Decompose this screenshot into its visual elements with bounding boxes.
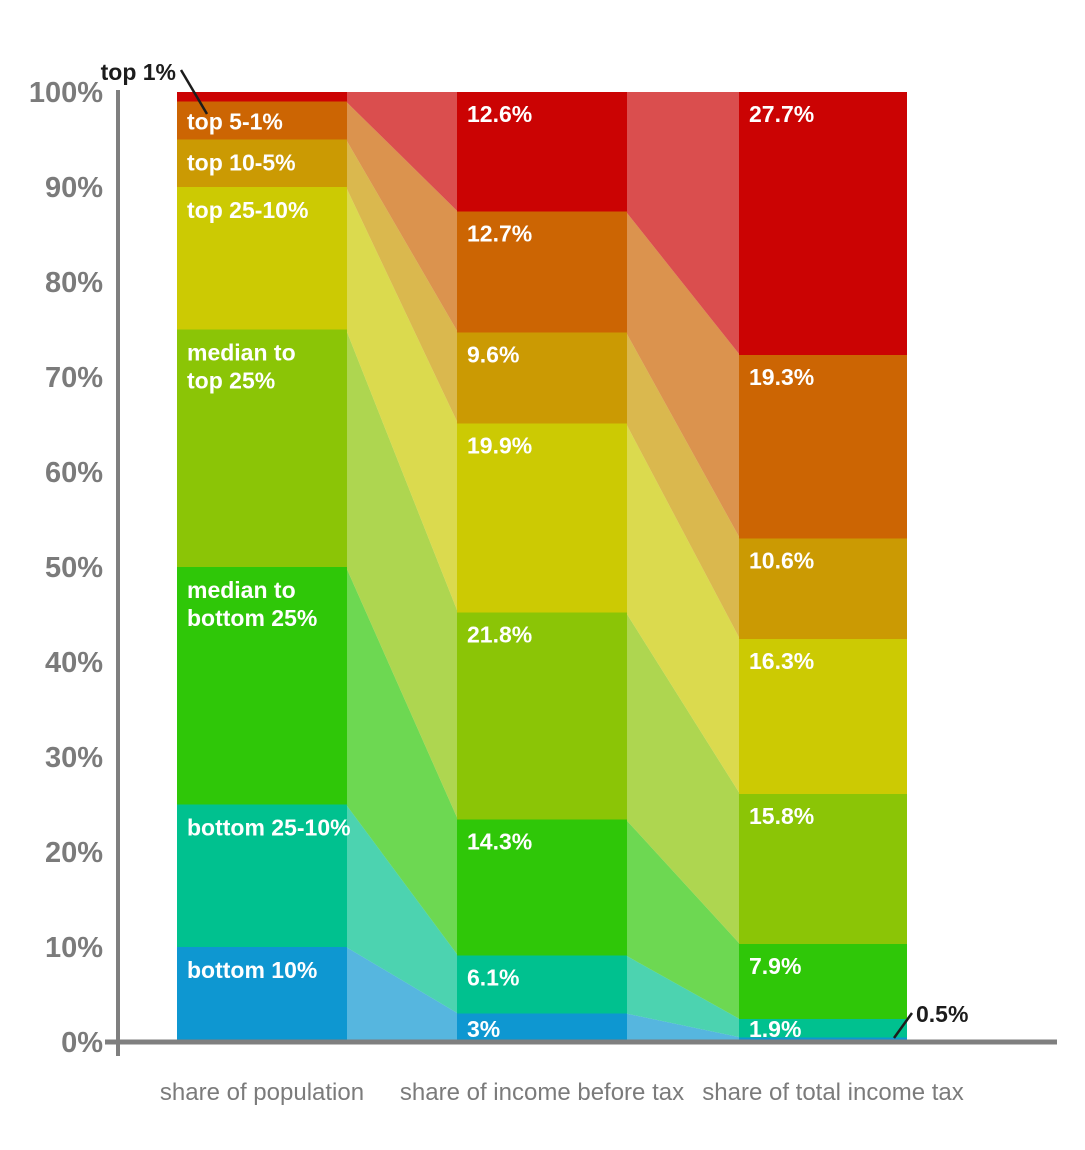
segment-top-5-1-col1: [177, 101, 347, 140]
y-tick-label-50: 50%: [45, 552, 103, 584]
segment-top-10-5-col1: [177, 139, 347, 187]
segment-top-1-col1: [177, 92, 347, 102]
segment-bottom-25-10-col3: [739, 1019, 907, 1038]
value-label-median-to-top-25-col2: 21.8%: [467, 622, 532, 648]
value-label-top-5-1-col2: 12.7%: [467, 221, 532, 247]
y-tick-label-30: 30%: [45, 742, 103, 774]
flow-band-median-to-bottom-25-1: [346, 567, 458, 956]
y-tick-label-90: 90%: [45, 172, 103, 204]
annotation-top-1-callout: top 1%: [101, 59, 176, 85]
value-label-top-10-5-col3: 10.6%: [749, 548, 814, 574]
segment-label-top-25-10-line1: top 25-10%: [187, 197, 308, 223]
value-label-top-1-col2: 12.6%: [467, 101, 532, 127]
segment-label-median-to-top-25-line2: top 25%: [187, 368, 275, 394]
flow-band-median-to-top-25-2: [626, 612, 740, 945]
x-category-label-share-of-income-before-tax: share of income before tax: [400, 1079, 684, 1106]
flow-band-top-10-5-1: [346, 139, 458, 424]
flow-band-top-25-10-1: [346, 187, 458, 613]
y-tick-label-20: 20%: [45, 837, 103, 869]
value-label-median-to-bottom-25-col3: 7.9%: [749, 953, 801, 979]
value-label-top-25-10-col2: 19.9%: [467, 433, 532, 459]
segment-top-25-10-col2: [457, 423, 627, 613]
segment-bottom-10-col1: [177, 947, 347, 1042]
value-label-top-25-10-col3: 16.3%: [749, 648, 814, 674]
segment-top-10-5-col3: [739, 538, 907, 640]
value-label-bottom-25-10-col3: 1.9%: [749, 1016, 801, 1042]
flow-band-bottom-25-10-2: [626, 955, 740, 1038]
x-category-label-share-of-total-income-tax: share of total income tax: [702, 1079, 963, 1106]
y-tick-label-10: 10%: [45, 932, 103, 964]
segment-label-median-to-top-25-line1: median to: [187, 340, 296, 366]
segment-median-to-bottom-25-col3: [739, 944, 907, 1020]
segment-top-25-10-col3: [739, 639, 907, 795]
segment-label-top-5-1-line1: top 5-1%: [187, 109, 283, 135]
annotation-bottom-05-callout: 0.5%: [916, 1001, 968, 1027]
annotation-line-top-1-callout: [179, 69, 209, 115]
y-tick-label-60: 60%: [45, 457, 103, 489]
segment-top-10-5-col2: [457, 332, 627, 424]
value-label-median-to-bottom-25-col2: 14.3%: [467, 829, 532, 855]
segment-top-5-1-col3: [739, 355, 907, 539]
y-tick-label-40: 40%: [45, 647, 103, 679]
y-tick-label-70: 70%: [45, 362, 103, 394]
segment-top-25-10-col1: [177, 187, 347, 330]
segment-median-to-top-25-col1: [177, 329, 347, 567]
value-label-top-10-5-col2: 9.6%: [467, 341, 519, 367]
flow-band-median-to-top-25-1: [346, 329, 458, 820]
value-label-bottom-10-col2: 3%: [467, 1016, 500, 1042]
segment-bottom-25-10-col1: [177, 804, 347, 947]
flow-band-top-5-1-2: [626, 211, 740, 539]
flow-band-bottom-10-2: [626, 1013, 740, 1042]
annotation-line-bottom-05-callout: [892, 1012, 914, 1039]
value-label-top-1-col3: 27.7%: [749, 101, 814, 127]
segment-label-median-to-bottom-25-line2: bottom 25%: [187, 605, 317, 631]
segment-top-1-col3: [739, 92, 907, 356]
segment-bottom-25-10-col2: [457, 955, 627, 1014]
flow-band-top-10-5-2: [626, 332, 740, 640]
flow-band-top-1-1: [346, 92, 458, 212]
y-tick-label-80: 80%: [45, 267, 103, 299]
segment-median-to-bottom-25-col2: [457, 819, 627, 956]
segment-label-bottom-25-10-line1: bottom 25-10%: [187, 815, 351, 841]
segment-median-to-bottom-25-col1: [177, 567, 347, 805]
segment-label-bottom-10-line1: bottom 10%: [187, 957, 317, 983]
flow-band-top-1-2: [626, 92, 740, 356]
y-tick-label-0: 0%: [61, 1027, 103, 1059]
flow-band-bottom-10-1: [346, 947, 458, 1042]
x-category-label-share-of-population: share of population: [160, 1079, 364, 1106]
value-label-median-to-top-25-col3: 15.8%: [749, 803, 814, 829]
flow-band-bottom-25-10-1: [346, 804, 458, 1014]
segment-top-1-col2: [457, 92, 627, 212]
segment-median-to-top-25-col3: [739, 794, 907, 945]
flow-band-top-25-10-2: [626, 423, 740, 795]
segment-bottom-10-col2: [457, 1013, 627, 1042]
segment-label-median-to-bottom-25-line1: median to: [187, 577, 296, 603]
flow-band-median-to-bottom-25-2: [626, 819, 740, 1020]
flow-band-top-5-1-1: [346, 101, 458, 333]
value-label-top-5-1-col3: 19.3%: [749, 364, 814, 390]
segment-median-to-top-25-col2: [457, 612, 627, 820]
segment-top-5-1-col2: [457, 211, 627, 333]
value-label-bottom-25-10-col2: 6.1%: [467, 965, 519, 991]
y-tick-label-100: 100%: [29, 77, 103, 109]
segment-label-top-10-5-line1: top 10-5%: [187, 150, 296, 176]
